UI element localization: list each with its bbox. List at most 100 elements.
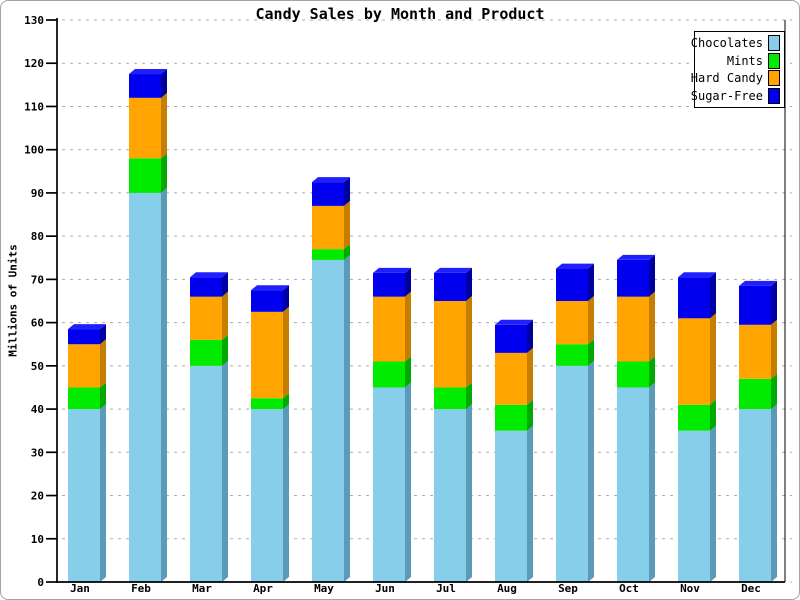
bar-segment xyxy=(739,409,771,582)
bar-side xyxy=(100,339,106,388)
bar-segment xyxy=(251,409,283,582)
bar-side xyxy=(527,347,533,405)
bar-segment xyxy=(312,259,344,582)
bar-segment xyxy=(129,158,161,193)
bar-side xyxy=(100,404,106,582)
bar-segment xyxy=(556,301,588,345)
bar-segment xyxy=(739,324,771,379)
bar-side xyxy=(344,254,350,582)
legend-color-swatch-chocolates xyxy=(768,34,780,51)
x-category-label: Aug xyxy=(497,582,517,595)
bar-segment xyxy=(556,344,588,366)
chart-title: Candy Sales by Month and Product xyxy=(255,5,545,23)
bar-segment xyxy=(556,365,588,582)
y-tick-label: 0 xyxy=(37,576,44,589)
legend-color-swatch-sugar-free xyxy=(768,88,780,105)
bar-side xyxy=(283,285,289,312)
y-tick-label: 90 xyxy=(31,187,44,200)
bar-segment xyxy=(129,192,161,582)
bar-segment xyxy=(251,398,283,410)
bar-top xyxy=(495,319,533,325)
legend-label-mints: Mints xyxy=(726,53,763,68)
y-tick-label: 80 xyxy=(31,230,44,243)
y-tick-label: 10 xyxy=(31,533,44,546)
bar-side xyxy=(466,267,472,301)
bar-side xyxy=(588,339,594,366)
bar-segment xyxy=(495,404,527,431)
bar-side xyxy=(405,356,411,388)
bar-side xyxy=(710,313,716,405)
bar-side xyxy=(100,382,106,410)
y-tick-label: 100 xyxy=(24,144,44,157)
bar-segment xyxy=(129,74,161,98)
bar-side xyxy=(649,254,655,297)
bar-side xyxy=(466,404,472,582)
bar-side xyxy=(161,187,167,582)
bar-segment xyxy=(434,301,466,388)
bar-top xyxy=(68,324,106,330)
bar-side xyxy=(222,360,228,582)
y-tick-label: 70 xyxy=(31,273,44,286)
bar-side xyxy=(161,92,167,159)
legend-label-hard-candy: Hard Candy xyxy=(690,71,763,86)
legend-item-mints: Mints xyxy=(697,52,780,69)
bar-segment xyxy=(434,409,466,582)
bar-side xyxy=(466,382,472,410)
bar-side xyxy=(588,296,594,345)
bar-segment xyxy=(68,344,100,388)
y-tick-label: 30 xyxy=(31,446,44,459)
bar-segment xyxy=(129,97,161,159)
bar-side xyxy=(222,334,228,366)
bar-side xyxy=(771,280,777,325)
bar-top xyxy=(617,254,655,260)
bar-segment xyxy=(617,361,649,388)
bar-side xyxy=(649,382,655,582)
bar-segment xyxy=(251,311,283,399)
bar-segment xyxy=(312,182,344,206)
y-tick-label: 40 xyxy=(31,403,44,416)
bar-segment xyxy=(190,365,222,582)
bar-segment xyxy=(678,318,710,405)
bar-segment xyxy=(373,387,405,582)
y-tick-label: 120 xyxy=(24,57,44,70)
bar-top xyxy=(678,272,716,278)
bar-side xyxy=(527,425,533,582)
bar-segment xyxy=(190,339,222,366)
x-category-label: Jun xyxy=(375,582,395,595)
bar-side xyxy=(649,291,655,362)
bar-side xyxy=(466,296,472,388)
legend-item-chocolates: Chocolates xyxy=(691,34,780,51)
x-category-label: Oct xyxy=(619,582,639,595)
bar-segment xyxy=(617,296,649,362)
bar-side xyxy=(283,393,289,410)
bar-segment xyxy=(251,290,283,312)
bar-segment xyxy=(373,272,405,297)
bar-side xyxy=(222,291,228,340)
bar-side xyxy=(588,360,594,582)
bar-top xyxy=(190,272,228,278)
legend: Chocolates Mints Hard Candy Sugar-Free xyxy=(690,31,785,108)
bar-side xyxy=(283,306,289,399)
bar-segment xyxy=(373,361,405,388)
bar-top xyxy=(739,280,777,286)
bar-side xyxy=(161,69,167,98)
bar-segment xyxy=(495,352,527,405)
bar-segment xyxy=(617,387,649,582)
bar-segment xyxy=(739,378,771,410)
bar-side xyxy=(710,272,716,319)
bar-segment xyxy=(68,329,100,345)
bar-segment xyxy=(312,205,344,250)
bar-side xyxy=(161,153,167,193)
bar-segment xyxy=(617,259,649,297)
bar-segment xyxy=(678,404,710,431)
x-category-label: Apr xyxy=(253,582,273,595)
bar-side xyxy=(222,272,228,297)
bar-side xyxy=(405,291,411,362)
bar-segment xyxy=(190,296,222,340)
bar-segment xyxy=(190,277,222,297)
bar-segment xyxy=(739,285,771,325)
legend-color-swatch-mints xyxy=(768,52,780,69)
bar-side xyxy=(405,267,411,297)
y-tick-label: 50 xyxy=(31,360,44,373)
